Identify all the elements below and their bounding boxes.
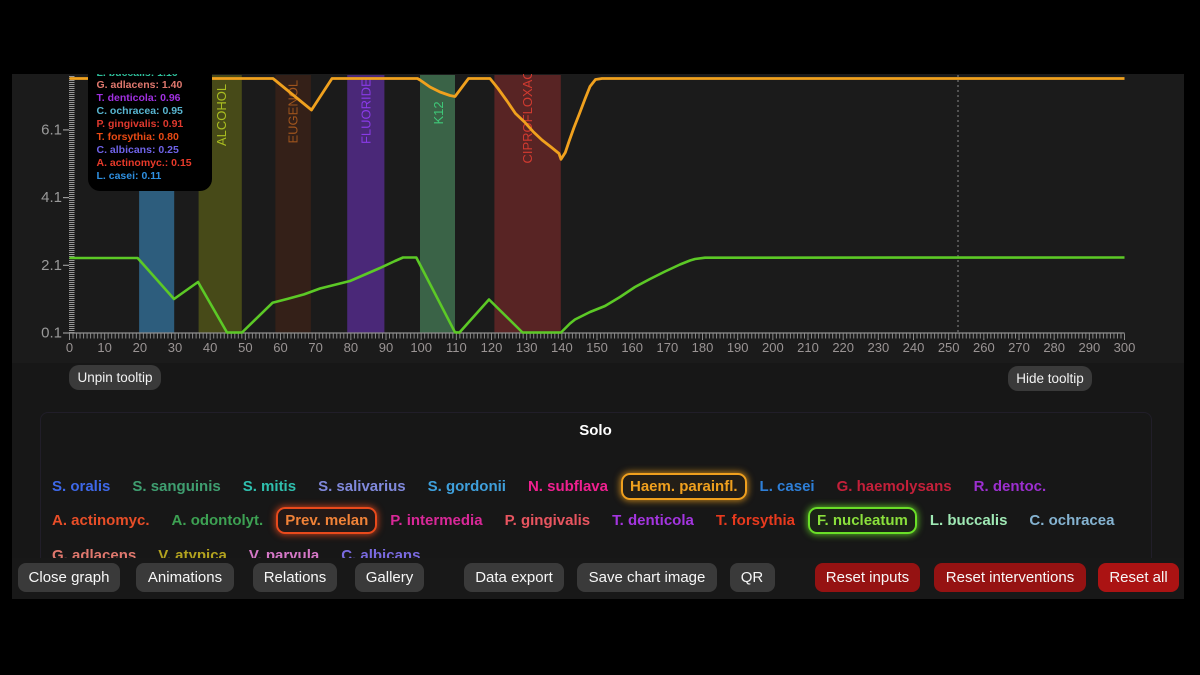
svg-text:290: 290 bbox=[1078, 340, 1100, 355]
svg-text:110: 110 bbox=[446, 340, 467, 355]
svg-text:250: 250 bbox=[938, 340, 960, 355]
svg-text:210: 210 bbox=[797, 340, 819, 355]
svg-text:240: 240 bbox=[903, 340, 925, 355]
svg-text:60: 60 bbox=[273, 340, 287, 355]
svg-text:120: 120 bbox=[481, 340, 503, 355]
svg-text:150: 150 bbox=[586, 340, 608, 355]
svg-text:EUGENOL: EUGENOL bbox=[286, 80, 301, 144]
svg-text:200: 200 bbox=[762, 340, 784, 355]
svg-text:140: 140 bbox=[551, 340, 573, 355]
svg-text:K12: K12 bbox=[431, 101, 446, 124]
svg-text:220: 220 bbox=[832, 340, 854, 355]
svg-text:CIPROFLOXACIN: CIPROFLOXACIN bbox=[520, 74, 535, 164]
svg-text:160: 160 bbox=[621, 340, 643, 355]
svg-text:180: 180 bbox=[692, 340, 714, 355]
svg-text:80: 80 bbox=[344, 340, 358, 355]
svg-text:280: 280 bbox=[1043, 340, 1065, 355]
svg-text:0.1: 0.1 bbox=[41, 325, 62, 342]
svg-text:70: 70 bbox=[308, 340, 322, 355]
svg-text:50: 50 bbox=[238, 340, 252, 355]
svg-text:30: 30 bbox=[168, 340, 182, 355]
svg-text:190: 190 bbox=[727, 340, 749, 355]
svg-text:270: 270 bbox=[1008, 340, 1030, 355]
svg-text:0: 0 bbox=[66, 340, 73, 355]
svg-text:2.1: 2.1 bbox=[41, 257, 62, 274]
svg-text:230: 230 bbox=[867, 340, 889, 355]
svg-text:40: 40 bbox=[203, 340, 217, 355]
svg-text:20: 20 bbox=[133, 340, 147, 355]
svg-text:130: 130 bbox=[516, 340, 538, 355]
svg-text:6.1: 6.1 bbox=[41, 121, 62, 138]
svg-text:10: 10 bbox=[97, 340, 111, 355]
svg-text:170: 170 bbox=[656, 340, 678, 355]
svg-text:4.1: 4.1 bbox=[41, 189, 62, 206]
svg-text:260: 260 bbox=[973, 340, 995, 355]
svg-text:300: 300 bbox=[1114, 340, 1136, 355]
svg-text:FLUORIDE: FLUORIDE bbox=[358, 78, 373, 144]
svg-text:100: 100 bbox=[410, 340, 432, 355]
svg-text:90: 90 bbox=[379, 340, 393, 355]
svg-text:ALCOHOL: ALCOHOL bbox=[214, 84, 229, 146]
